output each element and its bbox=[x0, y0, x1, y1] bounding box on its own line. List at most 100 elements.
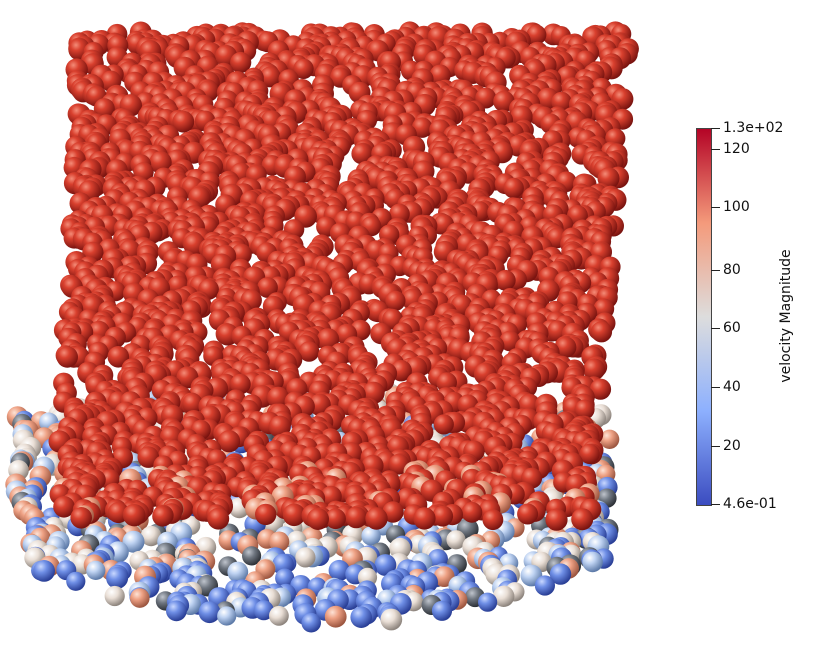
colorbar-tick bbox=[711, 387, 720, 388]
colorbar-tick-label: 80 bbox=[723, 262, 741, 278]
particle-layer-top bbox=[48, 21, 639, 531]
particle bbox=[380, 608, 403, 631]
particle bbox=[217, 606, 237, 626]
particle bbox=[555, 336, 577, 358]
colorbar-min-label: 4.6e-01 bbox=[723, 496, 777, 512]
particle bbox=[307, 508, 329, 530]
particle bbox=[461, 501, 483, 523]
particle bbox=[361, 526, 381, 546]
particle bbox=[70, 507, 92, 529]
particle bbox=[259, 66, 281, 88]
particle bbox=[549, 563, 572, 585]
particle bbox=[389, 537, 411, 560]
particle bbox=[365, 507, 388, 530]
particle bbox=[269, 605, 289, 626]
particle bbox=[106, 566, 129, 589]
colorbar-title: velocity Magnitude bbox=[778, 249, 794, 383]
particle bbox=[53, 496, 75, 518]
particle bbox=[583, 358, 606, 381]
particle bbox=[230, 51, 252, 74]
particle bbox=[590, 321, 613, 343]
particle bbox=[257, 277, 278, 298]
particle bbox=[411, 117, 433, 138]
particle bbox=[152, 505, 174, 527]
particle bbox=[230, 373, 251, 395]
particle bbox=[130, 588, 150, 608]
particle bbox=[107, 346, 130, 368]
particle bbox=[503, 177, 524, 199]
particle bbox=[56, 346, 78, 368]
particle bbox=[493, 585, 515, 607]
colorbar-tick bbox=[711, 149, 720, 150]
colorbar-tick-max bbox=[711, 128, 720, 129]
colorbar-tick bbox=[711, 207, 720, 208]
colorbar-gradient bbox=[696, 128, 712, 506]
particle bbox=[282, 503, 306, 527]
particle bbox=[172, 110, 195, 133]
particle bbox=[582, 551, 603, 573]
particle bbox=[255, 503, 277, 526]
particle bbox=[431, 600, 453, 621]
particle bbox=[446, 530, 466, 550]
particle bbox=[413, 507, 436, 530]
particle bbox=[316, 328, 340, 351]
particle bbox=[350, 606, 373, 628]
particle bbox=[122, 530, 145, 553]
particle bbox=[275, 568, 295, 588]
particle bbox=[198, 601, 221, 624]
colorbar-tick-label: 20 bbox=[723, 438, 741, 454]
particle bbox=[166, 600, 187, 622]
particle bbox=[324, 605, 347, 628]
particle bbox=[526, 24, 547, 45]
colorbar-max-label: 1.3e+02 bbox=[723, 120, 784, 136]
particle bbox=[325, 508, 346, 530]
particle bbox=[545, 508, 568, 531]
particle bbox=[140, 525, 162, 547]
particle bbox=[242, 546, 262, 566]
particle bbox=[269, 531, 290, 552]
colorbar-tick-label: 120 bbox=[723, 141, 750, 157]
particle bbox=[494, 269, 516, 291]
particle bbox=[267, 386, 290, 409]
colorbar-tick-min bbox=[711, 504, 720, 505]
particle bbox=[218, 430, 241, 453]
particle bbox=[534, 575, 556, 596]
particle bbox=[499, 330, 521, 352]
particle bbox=[517, 503, 539, 525]
colorbar-tick-label: 60 bbox=[723, 320, 741, 336]
particle bbox=[66, 571, 86, 591]
particle bbox=[433, 414, 454, 435]
particle bbox=[478, 592, 498, 612]
particle bbox=[137, 446, 160, 468]
particle bbox=[86, 560, 106, 581]
particle bbox=[123, 504, 146, 527]
particle bbox=[295, 547, 316, 568]
particle bbox=[104, 585, 125, 607]
particle bbox=[301, 612, 322, 633]
colorbar-tick-label: 40 bbox=[723, 379, 741, 395]
particle bbox=[382, 501, 404, 523]
particle bbox=[374, 554, 397, 576]
colorbar-tick bbox=[711, 270, 720, 271]
particle bbox=[227, 561, 249, 583]
particle bbox=[432, 505, 454, 527]
particle bbox=[207, 507, 230, 530]
colorbar-legend: 1.3e+02 120 100 80 60 40 20 4.6e-01 velo… bbox=[690, 120, 830, 520]
particle bbox=[182, 393, 203, 414]
particle bbox=[351, 143, 373, 165]
particle bbox=[328, 559, 350, 582]
particle bbox=[599, 429, 620, 449]
colorbar-tick bbox=[711, 446, 720, 447]
particle bbox=[253, 600, 274, 621]
particle bbox=[579, 443, 600, 464]
particle bbox=[33, 560, 55, 582]
particle bbox=[482, 509, 504, 531]
particle bbox=[293, 58, 314, 79]
particle bbox=[589, 378, 612, 400]
particle bbox=[574, 399, 595, 420]
particle bbox=[385, 290, 406, 311]
particle bbox=[230, 243, 252, 265]
colorbar-tick-label: 100 bbox=[723, 199, 750, 215]
